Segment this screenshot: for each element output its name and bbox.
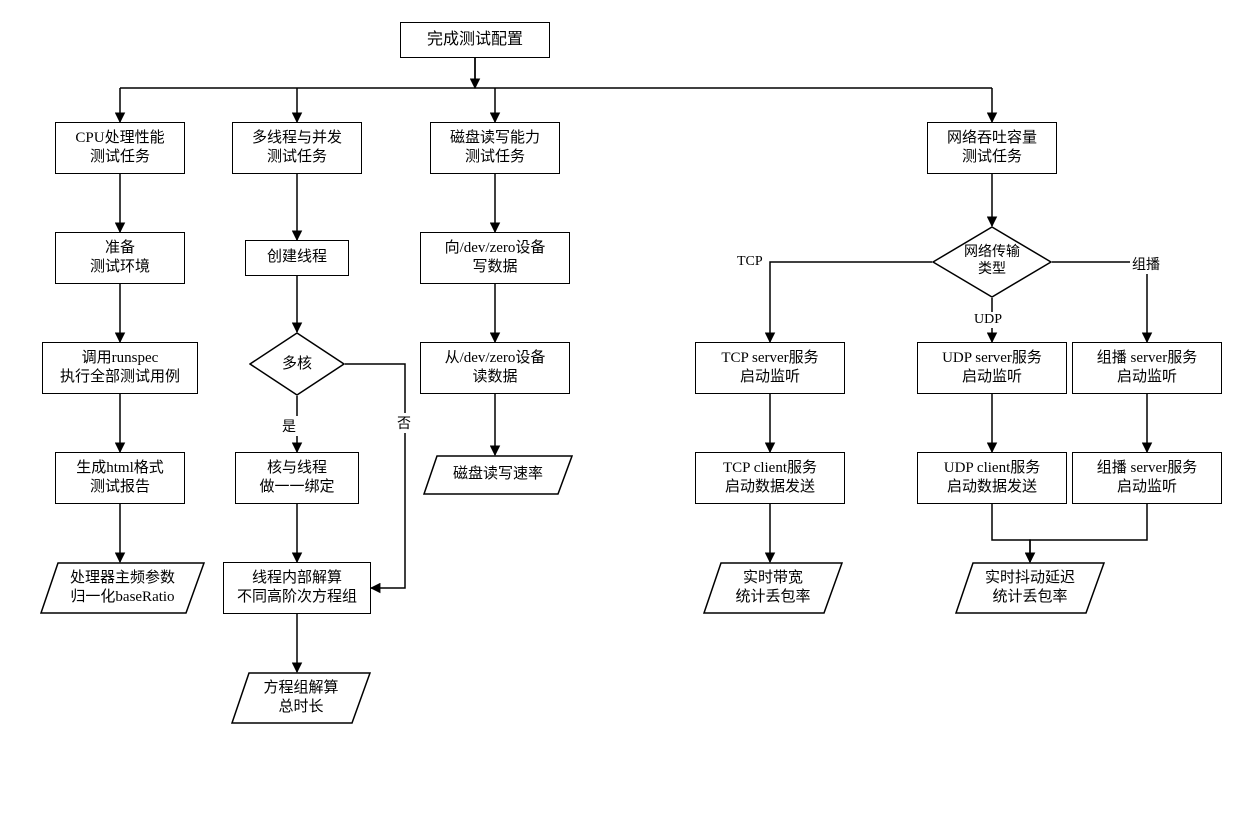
edge-label-no: 否 xyxy=(395,413,413,433)
edge-label-mc: 组播 xyxy=(1130,254,1162,274)
node-c4d: 网络传输 类型 xyxy=(932,226,1052,298)
node-mc2: 组播 server服务 启动监听 xyxy=(1072,452,1222,504)
node-c2out: 方程组解算 总时长 xyxy=(231,672,371,724)
node-c3b: 从/dev/zero设备 读数据 xyxy=(420,342,570,394)
node-c3: 磁盘读写能力 测试任务 xyxy=(430,122,560,174)
node-tcp2: TCP client服务 启动数据发送 xyxy=(695,452,845,504)
node-tcpout: 实时带宽 统计丢包率 xyxy=(703,562,843,614)
node-mc1: 组播 server服务 启动监听 xyxy=(1072,342,1222,394)
node-c3a: 向/dev/zero设备 写数据 xyxy=(420,232,570,284)
edge-label-yes: 是 xyxy=(280,416,298,436)
node-c2: 多线程与并发 测试任务 xyxy=(232,122,362,174)
node-c1a: 准备 测试环境 xyxy=(55,232,185,284)
edge-label-udp: UDP xyxy=(972,312,1004,328)
node-udp1: UDP server服务 启动监听 xyxy=(917,342,1067,394)
node-c3out: 磁盘读写速率 xyxy=(423,455,573,495)
node-c2d: 多核 xyxy=(249,332,345,396)
node-udp2: UDP client服务 启动数据发送 xyxy=(917,452,1067,504)
node-c1b: 调用runspec 执行全部测试用例 xyxy=(42,342,198,394)
node-c2c: 线程内部解算 不同高阶次方程组 xyxy=(223,562,371,614)
node-c1c: 生成html格式 测试报告 xyxy=(55,452,185,504)
node-c1: CPU处理性能 测试任务 xyxy=(55,122,185,174)
node-c2a: 创建线程 xyxy=(245,240,349,276)
node-c2b: 核与线程 做一一绑定 xyxy=(235,452,359,504)
node-tcp1: TCP server服务 启动监听 xyxy=(695,342,845,394)
edge-label-tcp: TCP xyxy=(735,254,765,270)
node-c4: 网络吞吐容量 测试任务 xyxy=(927,122,1057,174)
node-root: 完成测试配置 xyxy=(400,22,550,58)
node-c1out: 处理器主频参数 归一化baseRatio xyxy=(40,562,205,614)
node-netout: 实时抖动延迟 统计丢包率 xyxy=(955,562,1105,614)
